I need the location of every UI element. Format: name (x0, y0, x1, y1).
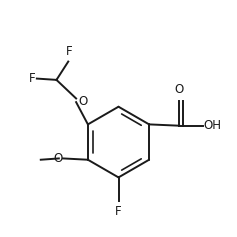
Text: OH: OH (204, 119, 222, 132)
Text: O: O (78, 95, 87, 108)
Text: F: F (29, 72, 36, 85)
Text: O: O (53, 152, 62, 165)
Text: F: F (115, 205, 122, 218)
Text: F: F (65, 46, 72, 58)
Text: O: O (175, 83, 184, 96)
